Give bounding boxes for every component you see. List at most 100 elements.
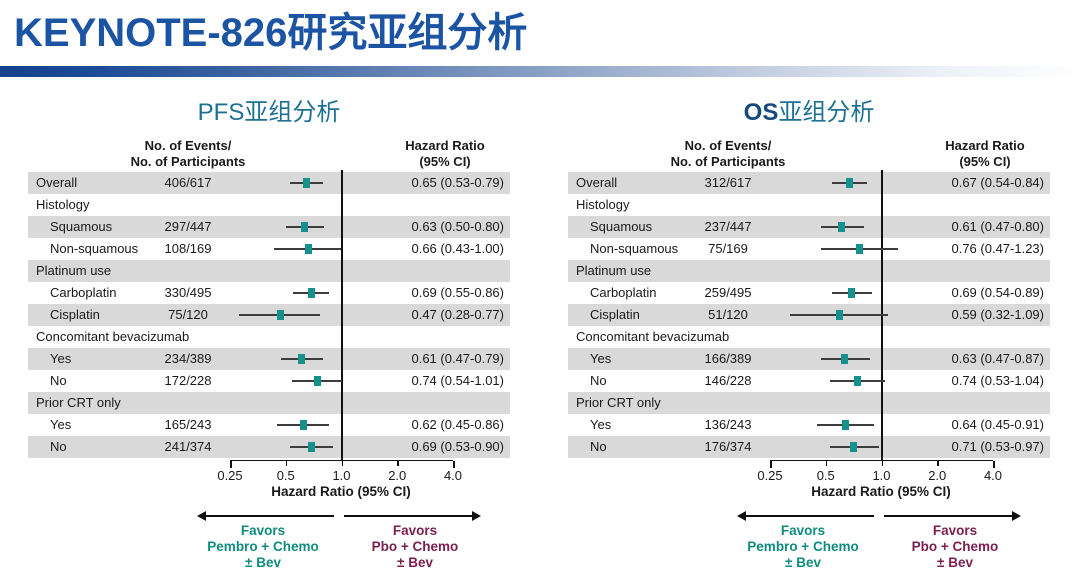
axis-tick <box>881 461 883 466</box>
row-label: Squamous <box>50 219 113 234</box>
group-header-row: Histology <box>28 194 510 216</box>
os-panel-title-cn: 亚组分析 <box>778 99 875 126</box>
row-hr-text: 0.59 (0.32-1.09) <box>951 307 1044 322</box>
favors-right-arrow <box>884 511 1021 521</box>
axis-tick <box>230 461 232 468</box>
row-hr-text: 0.63 (0.50-0.80) <box>411 219 504 234</box>
pfs-panel-body: No. of Events/ No. of Participants Hazar… <box>28 136 510 572</box>
hr-header-line1: Hazard Ratio <box>945 138 1025 153</box>
table-row: Squamous 237/447 0.61 (0.47-0.80) <box>568 216 1050 238</box>
row-label: Non-squamous <box>50 241 139 256</box>
row-label: Overall <box>576 175 618 190</box>
row-label: Cisplatin <box>590 307 640 322</box>
row-events: 136/243 <box>704 417 752 432</box>
favors-pbo-line2: Pbo + Chemo <box>911 539 999 554</box>
axis-tick <box>285 461 288 466</box>
group-header-row: Prior CRT only <box>568 392 1050 414</box>
table-row: Carboplatin 330/495 0.69 (0.55-0.86) <box>28 282 510 304</box>
row-hr-text: 0.67 (0.54-0.84) <box>951 175 1044 190</box>
favors-pembro-line1: Favors <box>240 523 286 538</box>
row-label: No <box>50 373 67 388</box>
group-header-row: Histology <box>568 194 1050 216</box>
table-row: Yes 166/389 0.63 (0.47-0.87) <box>568 348 1050 370</box>
favors-pembro-label: Favors Pembro + Chemo ± Bev <box>718 523 888 571</box>
row-label: Concomitant bevacizumab <box>576 329 730 344</box>
events-header-line1: No. of Events/ <box>144 138 232 153</box>
row-hr-text: 0.47 (0.28-0.77) <box>411 307 504 322</box>
axis-tick <box>825 461 828 466</box>
row-label: Carboplatin <box>50 285 117 300</box>
row-label: Squamous <box>590 219 653 234</box>
hr-point-marker <box>840 354 848 364</box>
right-arrowhead-icon <box>472 511 481 521</box>
hr-point-marker <box>308 288 316 298</box>
os-forest-plot-panel: OS亚组分析 No. of Events/ No. of Participant… <box>568 96 1050 572</box>
row-events: 51/120 <box>708 307 748 322</box>
pfs-panel-title-latin: PFS <box>197 99 245 126</box>
axis-tick-label: 2.0 <box>928 468 947 483</box>
favors-left-arrow <box>197 511 334 521</box>
hr-point-marker <box>842 420 850 430</box>
row-events: 241/374 <box>164 439 212 454</box>
hr-header-line1: Hazard Ratio <box>405 138 485 153</box>
hr-point-marker <box>277 310 285 320</box>
row-hr-text: 0.74 (0.54-1.01) <box>411 373 504 388</box>
row-label: Concomitant bevacizumab <box>36 329 190 344</box>
axis-tick-label: 0.25 <box>217 468 243 483</box>
table-row: Yes 165/243 0.62 (0.45-0.86) <box>28 414 510 436</box>
hr-point-marker <box>855 244 863 254</box>
favors-pbo-line3: ± Bev <box>937 555 973 570</box>
favors-pbo-label: Favors Pbo + Chemo ± Bev <box>330 523 500 571</box>
row-label: Yes <box>50 417 72 432</box>
hr-point-marker <box>308 442 316 452</box>
table-row: No 172/228 0.74 (0.54-1.01) <box>28 370 510 392</box>
axis-tick <box>453 461 455 468</box>
os-panel-body: No. of Events/ No. of Participants Hazar… <box>568 136 1050 572</box>
row-hr-text: 0.61 (0.47-0.80) <box>951 219 1044 234</box>
row-events: 312/617 <box>704 175 752 190</box>
favors-pbo-line1: Favors <box>932 523 978 538</box>
favors-pbo-line3: ± Bev <box>397 555 433 570</box>
favors-pembro-line3: ± Bev <box>245 555 281 570</box>
axis-tick <box>770 461 772 468</box>
table-row: Yes 136/243 0.64 (0.45-0.91) <box>568 414 1050 436</box>
hr-axis-label: Hazard Ratio (95% CI) <box>271 484 411 499</box>
row-label: Prior CRT only <box>36 395 121 410</box>
events-column-header: No. of Events/ No. of Participants <box>108 138 268 170</box>
row-hr-text: 0.64 (0.45-0.91) <box>951 417 1044 432</box>
row-label: Non-squamous <box>590 241 679 256</box>
row-events: 166/389 <box>704 351 752 366</box>
favors-pbo-label: Favors Pbo + Chemo ± Bev <box>870 523 1040 571</box>
row-label: Histology <box>576 197 630 212</box>
row-events: 259/495 <box>704 285 752 300</box>
row-events: 165/243 <box>164 417 212 432</box>
hr-point-marker <box>298 354 306 364</box>
axis-tick-label: 4.0 <box>443 468 463 483</box>
axis-tick-label: 2.0 <box>388 468 407 483</box>
os-panel-title-latin: OS <box>743 99 779 126</box>
favors-pembro-line2: Pembro + Chemo <box>207 539 319 554</box>
axis-tick <box>937 461 939 466</box>
events-column-header: No. of Events/ No. of Participants <box>648 138 808 170</box>
axis-tick <box>397 461 399 466</box>
row-hr-text: 0.62 (0.45-0.86) <box>411 417 504 432</box>
page-title: KEYNOTE-826研究亚组分析 <box>14 11 528 55</box>
right-arrowhead-icon <box>1012 511 1021 521</box>
row-label: Yes <box>590 417 612 432</box>
row-events: 330/495 <box>164 285 212 300</box>
group-header-row: Concomitant bevacizumab <box>28 326 510 348</box>
row-label: No <box>590 373 607 388</box>
table-row: No 146/228 0.74 (0.53-1.04) <box>568 370 1050 392</box>
os-panel-title: OS亚组分析 <box>568 96 1050 136</box>
favors-left-arrow <box>737 511 874 521</box>
hr-point-marker <box>850 442 858 452</box>
row-events: 237/447 <box>704 219 752 234</box>
row-events: 108/169 <box>164 241 212 256</box>
pfs-panel-title-cn: 亚组分析 <box>244 99 341 126</box>
row-label: Histology <box>36 197 90 212</box>
title-divider <box>0 66 1080 77</box>
events-header-line2: No. of Participants <box>670 154 786 169</box>
row-hr-text: 0.61 (0.47-0.79) <box>411 351 504 366</box>
hr-axis: 0.25 0.5 1.0 2.0 4.0 <box>757 460 1002 483</box>
